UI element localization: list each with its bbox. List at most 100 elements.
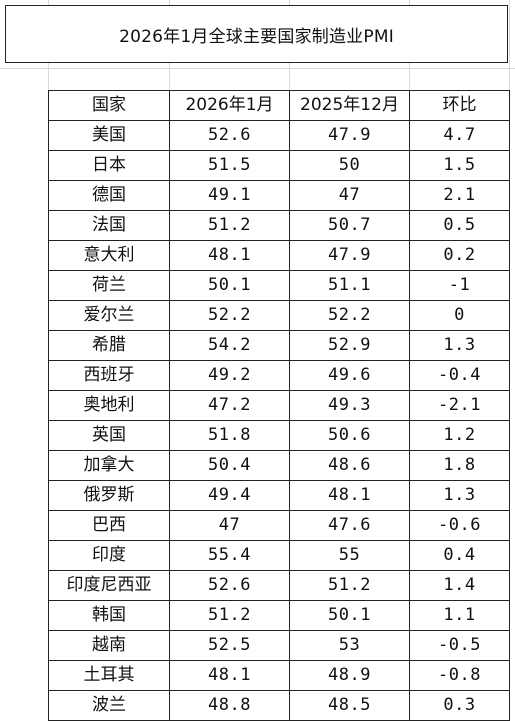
table-title: 2026年1月全球主要国家制造业PMI bbox=[119, 26, 394, 47]
cell-country[interactable]: 荷兰 bbox=[48, 270, 170, 301]
cell-dec-2025[interactable]: 52.2 bbox=[289, 300, 410, 331]
cell-mom[interactable]: -0.6 bbox=[409, 510, 510, 541]
cell-mom[interactable]: 2.1 bbox=[409, 180, 510, 211]
cell-dec-2025[interactable]: 48.6 bbox=[289, 450, 410, 481]
cell-jan-2026[interactable]: 50.4 bbox=[169, 450, 290, 481]
header-mom[interactable]: 环比 bbox=[409, 90, 510, 121]
cell-dec-2025[interactable]: 55 bbox=[289, 540, 410, 571]
header-row: 国家 2026年1月 2025年12月 环比 bbox=[48, 90, 510, 121]
cell-jan-2026[interactable]: 52.2 bbox=[169, 300, 290, 331]
cell-country[interactable]: 法国 bbox=[48, 210, 170, 241]
table-row: 越南 52.5 53 -0.5 bbox=[48, 630, 510, 661]
cell-jan-2026[interactable]: 49.1 bbox=[169, 180, 290, 211]
cell-jan-2026[interactable]: 49.2 bbox=[169, 360, 290, 391]
table-row: 德国 49.1 47 2.1 bbox=[48, 180, 510, 211]
cell-country[interactable]: 巴西 bbox=[48, 510, 170, 541]
cell-dec-2025[interactable]: 50 bbox=[289, 150, 410, 181]
cell-dec-2025[interactable]: 49.3 bbox=[289, 390, 410, 421]
cell-country[interactable]: 西班牙 bbox=[48, 360, 170, 391]
cell-jan-2026[interactable]: 52.5 bbox=[169, 630, 290, 661]
cell-dec-2025[interactable]: 47.9 bbox=[289, 120, 410, 151]
cell-mom[interactable]: -0.4 bbox=[409, 360, 510, 391]
table-row: 日本 51.5 50 1.5 bbox=[48, 150, 510, 181]
cell-dec-2025[interactable]: 51.2 bbox=[289, 570, 410, 601]
cell-dec-2025[interactable]: 51.1 bbox=[289, 270, 410, 301]
cell-dec-2025[interactable]: 50.1 bbox=[289, 600, 410, 631]
cell-jan-2026[interactable]: 51.2 bbox=[169, 210, 290, 241]
cell-country[interactable]: 土耳其 bbox=[48, 660, 170, 691]
header-dec-2025[interactable]: 2025年12月 bbox=[289, 90, 410, 121]
cell-jan-2026[interactable]: 51.5 bbox=[169, 150, 290, 181]
cell-jan-2026[interactable]: 48.8 bbox=[169, 690, 290, 721]
cell-dec-2025[interactable]: 49.6 bbox=[289, 360, 410, 391]
cell-jan-2026[interactable]: 55.4 bbox=[169, 540, 290, 571]
cell-country[interactable]: 意大利 bbox=[48, 240, 170, 271]
cell-jan-2026[interactable]: 50.1 bbox=[169, 270, 290, 301]
cell-dec-2025[interactable]: 47 bbox=[289, 180, 410, 211]
cell-mom[interactable]: 0.4 bbox=[409, 540, 510, 571]
cell-mom[interactable]: 1.8 bbox=[409, 450, 510, 481]
cell-jan-2026[interactable]: 54.2 bbox=[169, 330, 290, 361]
cell-country[interactable]: 越南 bbox=[48, 630, 170, 661]
cell-dec-2025[interactable]: 53 bbox=[289, 630, 410, 661]
table-row: 俄罗斯 49.4 48.1 1.3 bbox=[48, 480, 510, 511]
cell-mom[interactable]: 1.5 bbox=[409, 150, 510, 181]
table-row: 意大利 48.1 47.9 0.2 bbox=[48, 240, 510, 271]
cell-country[interactable]: 印度 bbox=[48, 540, 170, 571]
cell-dec-2025[interactable]: 48.1 bbox=[289, 480, 410, 511]
cell-mom[interactable]: -0.8 bbox=[409, 660, 510, 691]
cell-mom[interactable]: 1.4 bbox=[409, 570, 510, 601]
cell-dec-2025[interactable]: 52.9 bbox=[289, 330, 410, 361]
cell-mom[interactable]: 0.2 bbox=[409, 240, 510, 271]
table-row: 波兰 48.8 48.5 0.3 bbox=[48, 690, 510, 721]
cell-jan-2026[interactable]: 51.8 bbox=[169, 420, 290, 451]
gridline bbox=[0, 68, 515, 69]
cell-dec-2025[interactable]: 50.7 bbox=[289, 210, 410, 241]
cell-jan-2026[interactable]: 48.1 bbox=[169, 240, 290, 271]
table-row: 美国 52.6 47.9 4.7 bbox=[48, 120, 510, 151]
cell-mom[interactable]: -0.5 bbox=[409, 630, 510, 661]
cell-dec-2025[interactable]: 50.6 bbox=[289, 420, 410, 451]
cell-dec-2025[interactable]: 48.9 bbox=[289, 660, 410, 691]
cell-country[interactable]: 日本 bbox=[48, 150, 170, 181]
cell-country[interactable]: 加拿大 bbox=[48, 450, 170, 481]
table-row: 加拿大 50.4 48.6 1.8 bbox=[48, 450, 510, 481]
cell-dec-2025[interactable]: 47.9 bbox=[289, 240, 410, 271]
cell-jan-2026[interactable]: 47 bbox=[169, 510, 290, 541]
cell-mom[interactable]: 0.3 bbox=[409, 690, 510, 721]
cell-mom[interactable]: -1 bbox=[409, 270, 510, 301]
cell-mom[interactable]: 0.5 bbox=[409, 210, 510, 241]
cell-country[interactable]: 美国 bbox=[48, 120, 170, 151]
cell-jan-2026[interactable]: 47.2 bbox=[169, 390, 290, 421]
cell-country[interactable]: 印度尼西亚 bbox=[48, 570, 170, 601]
cell-mom[interactable]: 1.3 bbox=[409, 480, 510, 511]
cell-jan-2026[interactable]: 52.6 bbox=[169, 120, 290, 151]
cell-country[interactable]: 爱尔兰 bbox=[48, 300, 170, 331]
cell-mom[interactable]: 1.2 bbox=[409, 420, 510, 451]
table-body: 美国 52.6 47.9 4.7 日本 51.5 50 1.5 德国 49.1 47 2.1 法国 51.… bbox=[48, 120, 510, 721]
header-jan-2026[interactable]: 2026年1月 bbox=[169, 90, 290, 121]
cell-country[interactable]: 俄罗斯 bbox=[48, 480, 170, 511]
cell-country[interactable]: 英国 bbox=[48, 420, 170, 451]
cell-mom[interactable]: 4.7 bbox=[409, 120, 510, 151]
cell-jan-2026[interactable]: 49.4 bbox=[169, 480, 290, 511]
cell-country[interactable]: 德国 bbox=[48, 180, 170, 211]
cell-jan-2026[interactable]: 52.6 bbox=[169, 570, 290, 601]
cell-country[interactable]: 希腊 bbox=[48, 330, 170, 361]
cell-mom[interactable]: 1.3 bbox=[409, 330, 510, 361]
cell-mom[interactable]: 0 bbox=[409, 300, 510, 331]
cell-country[interactable]: 韩国 bbox=[48, 600, 170, 631]
cell-dec-2025[interactable]: 48.5 bbox=[289, 690, 410, 721]
cell-country[interactable]: 奥地利 bbox=[48, 390, 170, 421]
cell-mom[interactable]: 1.1 bbox=[409, 600, 510, 631]
table-row: 巴西 47 47.6 -0.6 bbox=[48, 510, 510, 541]
header-country[interactable]: 国家 bbox=[48, 90, 170, 121]
cell-jan-2026[interactable]: 48.1 bbox=[169, 660, 290, 691]
cell-jan-2026[interactable]: 51.2 bbox=[169, 600, 290, 631]
cell-mom[interactable]: -2.1 bbox=[409, 390, 510, 421]
cell-country[interactable]: 波兰 bbox=[48, 690, 170, 721]
table-row: 西班牙 49.2 49.6 -0.4 bbox=[48, 360, 510, 391]
cell-dec-2025[interactable]: 47.6 bbox=[289, 510, 410, 541]
title-cell[interactable]: 2026年1月全球主要国家制造业PMI bbox=[5, 5, 508, 63]
